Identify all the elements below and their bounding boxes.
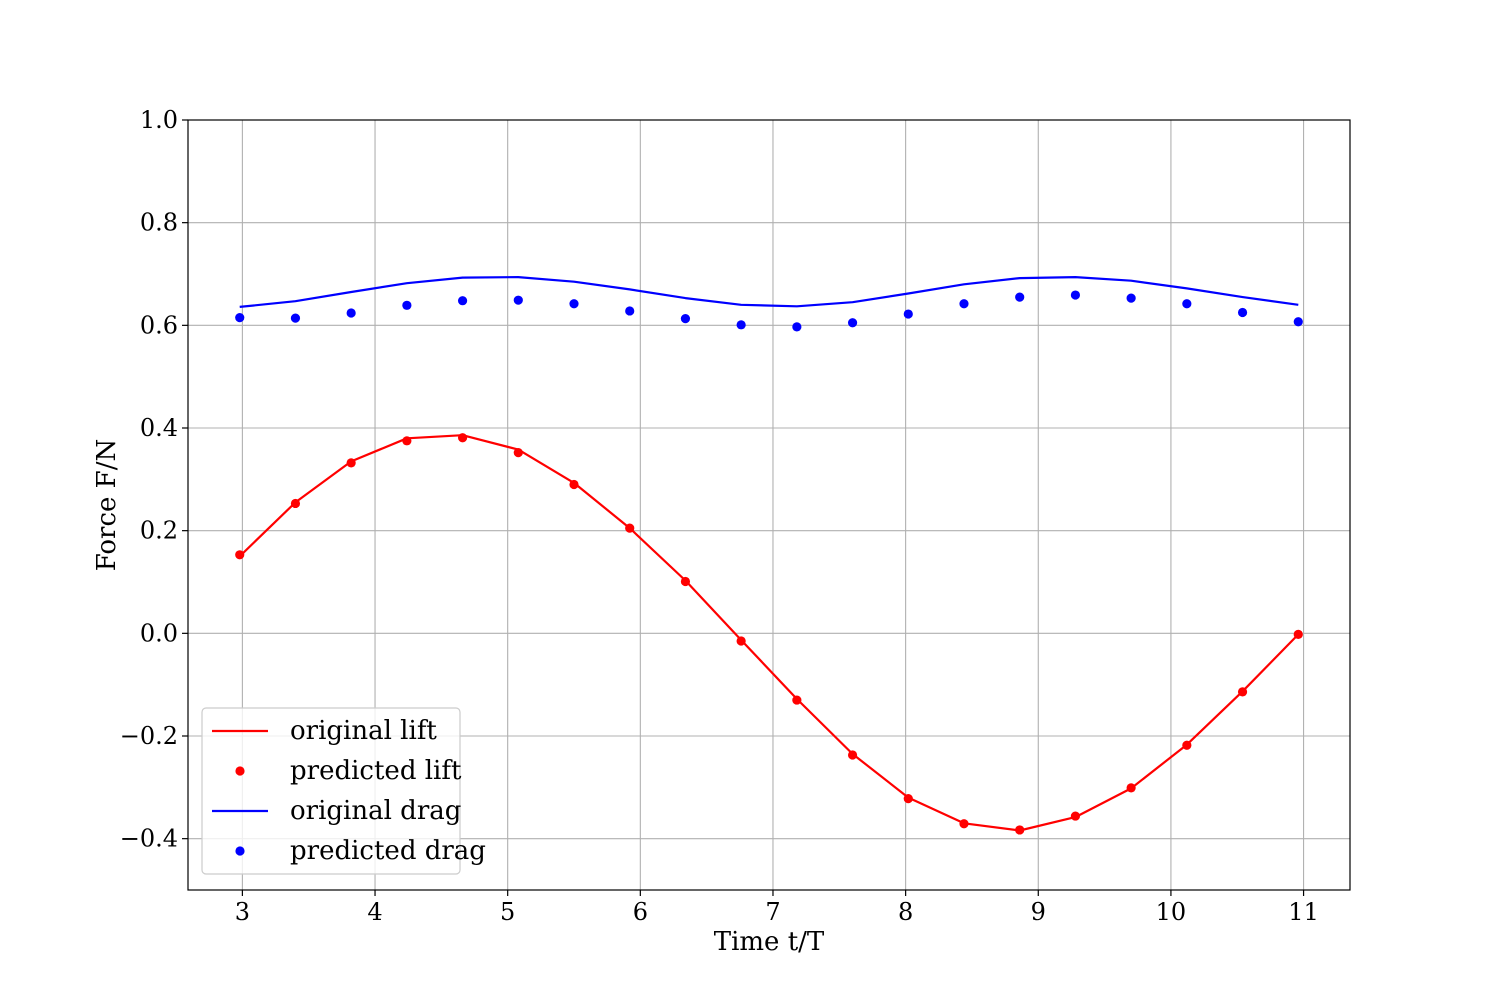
x-tick-label: 10 (1156, 898, 1187, 926)
tick-layer: 3 4 5 6 7 8 9 10 11 −0.4 −0.2 0.0 0.2 0.4 0.6 0.8 1.0 (120, 106, 1319, 926)
y-tick-label: 1.0 (140, 106, 178, 134)
original-drag-line (239, 276, 1299, 308)
y-tick-label: 0.6 (140, 311, 178, 339)
predicted-drag-point (792, 322, 802, 332)
x-tick-label: 8 (898, 898, 913, 926)
x-tick-label: 7 (765, 898, 780, 926)
legend-label-original-drag: original drag (290, 796, 461, 826)
predicted-lift-point (569, 479, 579, 490)
x-tick-label: 6 (633, 898, 648, 926)
predicted-drag-point (1070, 290, 1081, 300)
x-tick-label: 4 (367, 898, 382, 926)
predicted-drag-point (290, 313, 301, 323)
predicted-lift-point (625, 523, 635, 533)
predicted-lift-point (290, 498, 301, 509)
predicted-lift-point (346, 458, 356, 468)
predicted-drag-point (457, 296, 468, 306)
predicted-drag-point (1237, 307, 1248, 318)
y-tick-label: 0.4 (140, 414, 178, 442)
predicted-drag-point (736, 320, 746, 330)
legend-swatch-predicted-lift (235, 766, 245, 776)
predicted-lift-point (1015, 825, 1025, 835)
x-tick-label: 9 (1031, 898, 1046, 926)
predicted-lift-point (1070, 811, 1081, 821)
legend-frame (201, 707, 461, 875)
x-tick-label: 3 (235, 898, 250, 926)
legend-swatch-predicted-drag (235, 846, 245, 856)
predicted-drag-point (903, 309, 913, 319)
x-axis-label: Time t/T (714, 927, 825, 957)
predicted-drag-point (235, 313, 245, 323)
original-lift-line (238, 434, 1300, 832)
series-layer (235, 276, 1303, 835)
predicted-lift-point (736, 636, 746, 646)
predicted-lift-point (1293, 629, 1303, 639)
x-tick-label: 11 (1288, 898, 1319, 926)
predicted-drag-point (1126, 293, 1136, 303)
predicted-lift-point (959, 819, 969, 829)
x-tick-label: 5 (500, 898, 515, 926)
predicted-lift-point (1126, 783, 1136, 793)
y-tick-label: −0.4 (120, 825, 178, 853)
legend-label-original-lift: original lift (290, 716, 437, 746)
predicted-drag-point (1182, 299, 1192, 309)
predicted-drag-point (959, 299, 969, 309)
predicted-lift-point (1182, 740, 1192, 750)
predicted-drag-point (402, 300, 412, 310)
predicted-drag-point (680, 314, 691, 324)
predicted-drag-point (625, 306, 635, 316)
predicted-drag-point (346, 308, 356, 318)
y-tick-label: 0.8 (140, 209, 178, 237)
y-tick-label: 0.0 (140, 619, 178, 647)
predicted-lift-point (847, 750, 858, 760)
predicted-drag-point (1015, 292, 1025, 302)
plot-frame (187, 119, 1351, 891)
y-tick-label: 0.2 (140, 517, 178, 545)
predicted-drag-point (847, 318, 858, 328)
legend: original lift predicted lift original drag… (201, 707, 486, 875)
predicted-lift-point (1237, 687, 1248, 697)
predicted-drag-point (513, 295, 523, 305)
predicted-drag-point (1293, 317, 1303, 327)
predicted-drag-point (569, 299, 579, 309)
predicted-lift-point (457, 433, 468, 443)
legend-label-predicted-lift: predicted lift (290, 756, 462, 786)
predicted-lift-point (235, 550, 245, 560)
y-axis-label: Force F/N (92, 439, 122, 571)
y-tick-label: −0.2 (120, 722, 178, 750)
predicted-lift-point (680, 576, 691, 587)
predicted-lift-point (402, 436, 412, 446)
predicted-lift-point (792, 695, 802, 705)
legend-label-predicted-drag: predicted drag (290, 836, 486, 866)
predicted-lift-point (513, 448, 523, 458)
predicted-lift-point (903, 794, 913, 804)
